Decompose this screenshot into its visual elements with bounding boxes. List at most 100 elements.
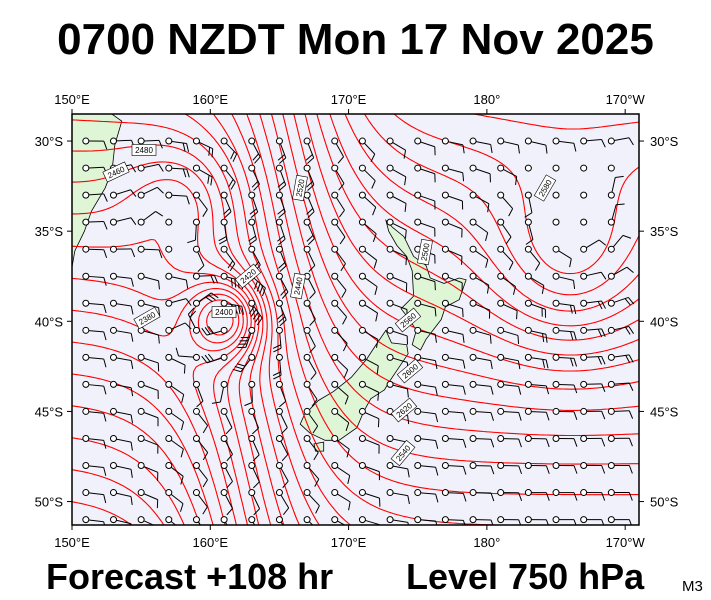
- wind-barb: [524, 218, 534, 245]
- wind-barb: [248, 164, 260, 191]
- wind-barb: [552, 516, 577, 525]
- south-island-land: [299, 329, 409, 441]
- wind-barb: [331, 137, 344, 164]
- map-axes: 150°E 150°E 160°E 160°E 170°E 170°E 180° 180° 17…: [35, 92, 679, 550]
- wind-barb: [414, 434, 439, 449]
- wind-barb: [218, 218, 228, 245]
- wind-barb: [192, 191, 208, 217]
- contour-2420: [72, 287, 248, 525]
- wind-barb: [414, 407, 439, 423]
- wind-barb: [607, 164, 615, 172]
- wind-barb: [414, 489, 439, 503]
- wind-barb: [275, 245, 287, 273]
- wind-barb: [192, 137, 214, 158]
- wind-barb: [386, 380, 409, 398]
- contour-2440: [72, 277, 252, 525]
- wind-barb: [303, 434, 319, 461]
- wind-barb: [82, 516, 105, 525]
- contour-2720: [304, 114, 639, 356]
- contour-2480: [72, 179, 272, 525]
- lon-tick-label-top: 170°W: [606, 92, 646, 107]
- wind-barb: [414, 299, 437, 317]
- wind-barb: [275, 434, 289, 462]
- wind-barb: [524, 191, 533, 218]
- svg-text:2500: 2500: [420, 242, 432, 262]
- wind-barb: [275, 299, 287, 327]
- wind-barb: [82, 462, 107, 476]
- wind-barb: [497, 218, 512, 245]
- wind-barb: [580, 489, 606, 501]
- wind-barb: [524, 516, 549, 525]
- wind-barb: [303, 326, 316, 353]
- wind-barb: [497, 326, 520, 344]
- wind-barb: [552, 272, 576, 289]
- lat-tick-label-left: 40°S: [35, 314, 64, 329]
- lon-tick-label-bottom: 170°E: [331, 535, 367, 550]
- wind-barb: [607, 296, 635, 307]
- wind-barb: [469, 516, 494, 525]
- wind-barb: [275, 489, 290, 515]
- wind-barb: [275, 462, 289, 489]
- svg-text:2480: 2480: [135, 146, 153, 155]
- wind-barb: [331, 407, 350, 431]
- svg-text:2400: 2400: [215, 308, 233, 317]
- wind-barb: [137, 163, 164, 172]
- wind-barb: [109, 189, 137, 199]
- wind-barb: [109, 489, 133, 506]
- wind-barb: [469, 137, 493, 154]
- wind-barb: [441, 380, 466, 395]
- wind-barb: [469, 353, 493, 370]
- contour-label-2480: 2480: [131, 144, 157, 156]
- lat-tick-label-left: 30°S: [35, 134, 64, 149]
- wind-barb: [580, 516, 605, 525]
- wind-barb: [248, 434, 260, 462]
- wind-barb: [303, 489, 320, 514]
- wind-barb: [607, 175, 624, 199]
- wind-barb: [220, 407, 233, 435]
- wind-barb: [275, 407, 288, 435]
- wind-barb: [303, 299, 316, 326]
- wind-barb: [386, 516, 409, 525]
- wind-barb: [358, 164, 376, 189]
- wind-barb: [244, 380, 256, 407]
- wind-barb: [248, 218, 257, 245]
- wind-barb: [137, 186, 164, 199]
- wind-barb: [109, 217, 137, 226]
- wind-barb: [82, 272, 107, 286]
- wind-barb: [469, 299, 491, 319]
- wind-barb: [109, 272, 134, 287]
- lat-tick-label-right: 35°S: [650, 224, 679, 239]
- wind-barb: [137, 245, 163, 259]
- wind-barb: [580, 353, 606, 365]
- wind-barb: [82, 434, 107, 449]
- wind-barb: [275, 272, 289, 299]
- wind-barb: [607, 434, 633, 447]
- wind-barb: [469, 462, 495, 475]
- wind-barb: [275, 191, 286, 218]
- wind-barb: [303, 380, 318, 407]
- wind-barb: [165, 380, 185, 403]
- wind-barb: [248, 299, 263, 326]
- wind-barb: [441, 462, 467, 475]
- wind-barb: [524, 434, 550, 448]
- wind-barb: [165, 272, 189, 289]
- lat-tick-label-left: 35°S: [35, 224, 64, 239]
- wind-barb: [192, 272, 219, 284]
- wind-barb: [524, 407, 550, 421]
- lat-tick-label-right: 40°S: [650, 314, 679, 329]
- wind-barb: [469, 489, 495, 502]
- wind-barb: [469, 407, 494, 421]
- lon-tick-label-bottom: 180°: [473, 535, 500, 550]
- wind-barb: [358, 191, 377, 216]
- wind-barb: [248, 137, 261, 164]
- wind-barb: [469, 245, 489, 268]
- wind-barb: [82, 218, 108, 230]
- wind-barb: [580, 407, 606, 420]
- wind-barb: [552, 164, 560, 172]
- lat-tick-label-left: 45°S: [35, 404, 64, 419]
- wind-barb: [165, 322, 192, 334]
- lat-tick-label-right: 45°S: [650, 404, 679, 419]
- wind-barb: [441, 272, 463, 292]
- map-frame: [71, 113, 640, 526]
- wind-barb: [82, 326, 107, 341]
